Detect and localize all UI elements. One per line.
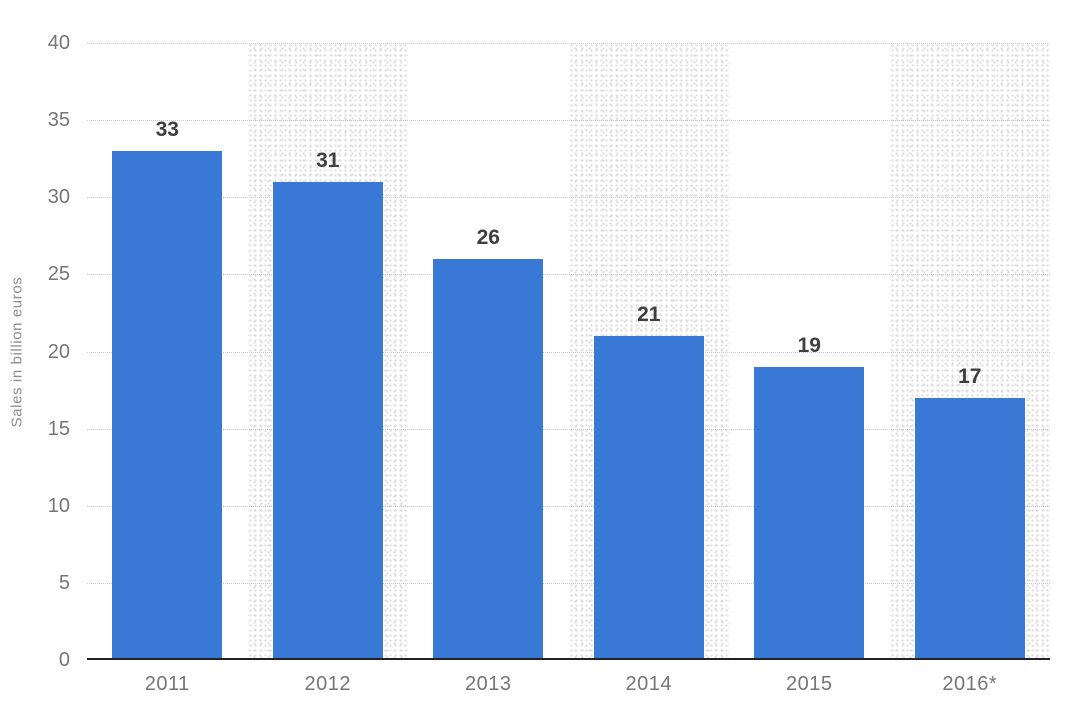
- gridline: [87, 274, 1050, 276]
- bar-2014[interactable]: [593, 336, 704, 660]
- bar-2016[interactable]: [914, 397, 1025, 660]
- bar-2015[interactable]: [754, 366, 865, 660]
- y-axis-tick-label: 25: [47, 263, 70, 286]
- x-axis-label: 2012: [304, 673, 351, 695]
- y-axis-tick-label: 30: [47, 186, 70, 209]
- x-axis-label: 2013: [465, 673, 512, 695]
- bar-value-label: 17: [958, 364, 982, 388]
- gridline: [87, 43, 1050, 44]
- bar-value-label: 33: [155, 117, 179, 141]
- bar-2011[interactable]: [112, 150, 223, 660]
- gridline: [87, 582, 1050, 584]
- x-axis-label: 2014: [625, 673, 672, 695]
- bar-value-label: 21: [637, 303, 661, 327]
- x-axis-label: 2016*: [942, 673, 998, 695]
- gridline: [87, 505, 1050, 507]
- gridline: [87, 197, 1050, 199]
- x-axis-label: 2015: [786, 673, 833, 695]
- gridline: [87, 428, 1050, 430]
- bar-2013[interactable]: [433, 258, 544, 660]
- bar-2012[interactable]: [272, 181, 383, 660]
- plot-area: 33 31 26 21 19 17: [87, 43, 1050, 660]
- x-axis-line: [87, 658, 1050, 660]
- bar-value-label: 26: [476, 225, 500, 249]
- y-axis-tick-label: 20: [47, 340, 70, 363]
- y-axis-tick-label: 35: [47, 109, 70, 132]
- y-axis-tick-label: 5: [58, 571, 70, 594]
- y-axis-tick-label: 15: [47, 417, 70, 440]
- y-axis-tick-label: 10: [47, 494, 70, 517]
- y-axis-tick-label: 40: [47, 32, 70, 54]
- gridline: [87, 351, 1050, 353]
- bar-value-label: 31: [316, 148, 340, 172]
- x-axis-label: 2011: [144, 673, 190, 695]
- bar-value-label: 19: [797, 333, 821, 357]
- gridline: [87, 120, 1050, 122]
- y-axis-tick-label: 0: [58, 649, 70, 671]
